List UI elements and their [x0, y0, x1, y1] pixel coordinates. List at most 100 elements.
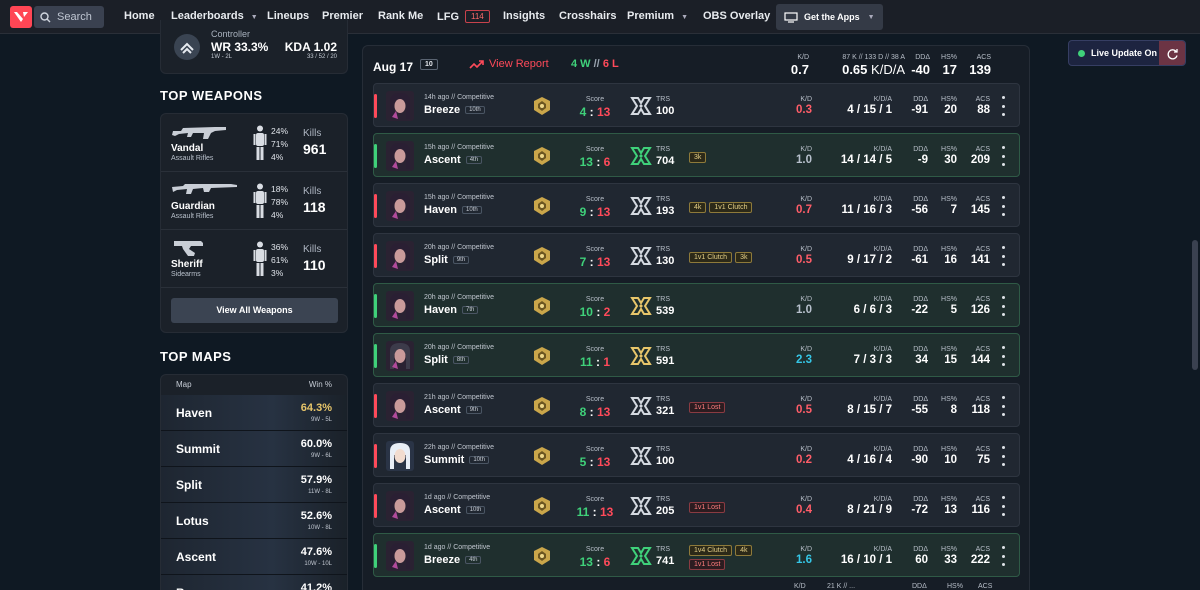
- more-options-icon[interactable]: [1000, 196, 1006, 216]
- match-kd: K/D 0.4: [796, 496, 812, 516]
- refresh-icon: [1167, 48, 1178, 59]
- chevron-down-icon: ▼: [867, 13, 875, 21]
- match-card[interactable]: 1d ago // Competitive Breeze 4th Score 13 : …: [373, 533, 1020, 577]
- score-label: Score: [585, 346, 605, 353]
- map-row[interactable]: Ascent 47.6% 10W - 10L: [161, 539, 347, 575]
- weapon-class: Assault Rifles: [171, 155, 214, 162]
- agent-portrait-icon: [386, 191, 414, 221]
- nav-crosshairs[interactable]: Crosshairs: [559, 10, 617, 22]
- match-hs: HS% 16: [941, 246, 957, 266]
- match-hs: HS% 15: [941, 346, 957, 366]
- score-label: Score: [585, 396, 605, 403]
- score-label: Score: [585, 146, 605, 153]
- trs-label: TRS: [656, 96, 670, 103]
- weapon-name: Guardian: [171, 201, 215, 212]
- highlight-badge: 1v1 Lost: [689, 501, 726, 513]
- agent-portrait-icon: [386, 491, 414, 521]
- match-dd: DDΔ 34: [913, 346, 928, 366]
- match-hs: HS% 13: [941, 496, 957, 516]
- match-card[interactable]: 20h ago // Competitive Split 8th Score 11 : …: [373, 333, 1020, 377]
- rank-icon: [534, 447, 550, 465]
- map-record: 11W - 8L: [308, 489, 332, 495]
- map-row[interactable]: Haven 64.3% 9W - 5L: [161, 395, 347, 431]
- more-options-icon[interactable]: [1000, 346, 1006, 366]
- match-dd: DDΔ -90: [911, 446, 928, 466]
- nav-lineups[interactable]: Lineups: [267, 10, 310, 22]
- view-all-weapons-button[interactable]: View All Weapons: [171, 298, 338, 323]
- match-map: Summit 10th: [424, 454, 490, 466]
- map-win-pct: 41.2%: [300, 582, 332, 590]
- rank-icon: [534, 147, 550, 165]
- match-kda: K/D/A 7 / 3 / 3: [853, 346, 892, 366]
- map-win-pct: 57.9%: [300, 474, 332, 486]
- page-scrollbar[interactable]: [1192, 240, 1198, 370]
- body-hit-icon: [253, 241, 267, 276]
- search-box[interactable]: Search: [34, 6, 104, 28]
- more-options-icon[interactable]: [1000, 396, 1006, 416]
- nav-rank-me[interactable]: Rank Me: [378, 10, 424, 22]
- match-score: 9 : 13: [579, 205, 611, 219]
- day-dd: -40: [911, 62, 930, 77]
- match-card[interactable]: 1d ago // Competitive Ascent 10th Score 11 :…: [373, 483, 1020, 527]
- more-options-icon[interactable]: [1000, 296, 1006, 316]
- match-card[interactable]: 21h ago // Competitive Ascent 9th Score 8 : …: [373, 383, 1020, 427]
- nav-home[interactable]: Home: [124, 10, 155, 22]
- map-row[interactable]: Summit 60.0% 9W - 6L: [161, 431, 347, 467]
- refresh-button[interactable]: [1159, 41, 1185, 65]
- nav-leaderboards[interactable]: Leaderboards ▼: [171, 10, 258, 22]
- match-score: 11 : 1: [579, 355, 611, 369]
- match-card[interactable]: 20h ago // Competitive Haven 7th Score 10 : …: [373, 283, 1020, 327]
- weapon-row[interactable]: Guardian Assault Rifles 18% 78% 4% Kills 118: [161, 172, 347, 230]
- more-options-icon[interactable]: [1000, 446, 1006, 466]
- match-acs: ACS 116: [971, 496, 990, 516]
- role-kda-detail: 33 / 52 / 20: [306, 54, 337, 60]
- map-row[interactable]: Breeze 41.2%: [161, 575, 347, 590]
- live-update-toggle[interactable]: Live Update On: [1068, 40, 1186, 66]
- valorant-logo-icon[interactable]: [10, 6, 32, 28]
- match-kda: K/D/A 4 / 15 / 1: [847, 96, 892, 116]
- match-acs: ACS 141: [970, 246, 990, 266]
- match-card[interactable]: 20h ago // Competitive Split 9th Score 7 : 1…: [373, 233, 1020, 277]
- nav-obs-overlay[interactable]: OBS Overlay: [703, 10, 771, 22]
- result-bar: [374, 294, 377, 318]
- more-options-icon[interactable]: [1000, 546, 1006, 566]
- more-options-icon[interactable]: [1000, 246, 1006, 266]
- day-match-count: 10: [420, 59, 438, 70]
- weapon-row[interactable]: Sheriff Sidearms 36% 61% 3% Kills 110: [161, 230, 347, 288]
- rank-icon: [534, 297, 550, 315]
- placement-badge: 10th: [462, 206, 482, 214]
- weapon-kills-label: Kills: [303, 186, 322, 197]
- map-name: Split: [176, 478, 202, 492]
- match-card[interactable]: 15h ago // Competitive Ascent 4th Score 13 :…: [373, 133, 1020, 177]
- map-row[interactable]: Split 57.9% 11W - 8L: [161, 467, 347, 503]
- placement-badge: 10th: [469, 456, 490, 464]
- match-card[interactable]: 14h ago // Competitive Breeze 10th Score 4 :…: [373, 83, 1020, 127]
- map-name: Haven: [176, 406, 213, 420]
- more-options-icon[interactable]: [1000, 96, 1006, 116]
- match-dd: DDΔ -72: [911, 496, 928, 516]
- highlight-badge: 1v1 Clutch: [709, 201, 753, 213]
- weapon-row[interactable]: Vandal Assault Rifles 24% 71% 4% Kills 961: [161, 114, 347, 172]
- trs-label: TRS: [656, 196, 670, 203]
- agent-portrait-icon: [386, 291, 414, 321]
- trs-label: TRS: [656, 446, 670, 453]
- match-acs: ACS 126: [970, 296, 990, 316]
- match-score: 13 : 6: [579, 555, 611, 569]
- nav-premium[interactable]: Premium ▼: [627, 10, 689, 22]
- more-options-icon[interactable]: [1000, 146, 1006, 166]
- match-card[interactable]: 22h ago // Competitive Summit 10th Score 5 :…: [373, 433, 1020, 477]
- nav-insights[interactable]: Insights: [503, 10, 546, 22]
- match-dd: DDΔ 60: [913, 546, 928, 566]
- highlight-badges: 1v1 Lost: [689, 491, 779, 523]
- map-row[interactable]: Lotus 52.6% 10W - 8L: [161, 503, 347, 539]
- map-name: Summit: [176, 442, 221, 456]
- more-options-icon[interactable]: [1000, 496, 1006, 516]
- match-meta: 20h ago // Competitive: [424, 294, 495, 301]
- get-apps-button[interactable]: Get the Apps ▼: [776, 4, 883, 30]
- trs-value: 205: [656, 505, 675, 517]
- view-report-link[interactable]: View Report: [469, 58, 549, 70]
- nav-lfg[interactable]: LFG 114: [437, 10, 490, 23]
- nav-premier[interactable]: Premier: [322, 10, 363, 22]
- trs-value: 193: [656, 205, 675, 217]
- match-card[interactable]: 15h ago // Competitive Haven 10th Score 9 : …: [373, 183, 1020, 227]
